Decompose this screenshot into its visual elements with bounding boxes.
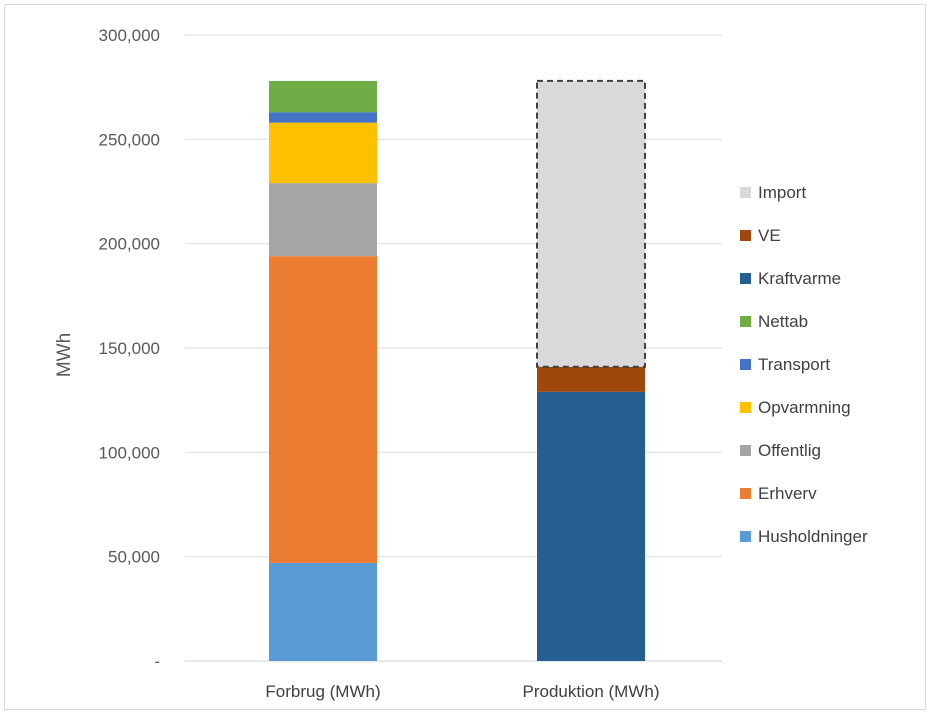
y-tick-label: 50,000 <box>108 548 160 567</box>
bar-segment-transport <box>269 112 377 123</box>
bar-segment-nettab <box>269 80 377 113</box>
y-tick-label: - <box>154 652 160 671</box>
legend-swatch <box>740 402 751 413</box>
legend-label: VE <box>758 226 781 245</box>
legend-label: Opvarmning <box>758 398 851 417</box>
y-tick-label: 100,000 <box>99 443 160 462</box>
legend-item: Transport <box>740 355 830 374</box>
legend-item: VE <box>740 226 781 245</box>
x-axis-categories: Forbrug (MWh) Produktion (MWh) <box>265 682 659 701</box>
chart-frame <box>4 4 926 710</box>
bar-segment-kraftvarme <box>537 391 645 661</box>
bar-segment-ve <box>537 366 645 392</box>
x-category-label: Produktion (MWh) <box>523 682 660 701</box>
legend-swatch <box>740 359 751 370</box>
bar-segment-husholdninger <box>269 562 377 661</box>
legend-swatch <box>740 316 751 327</box>
bar-segment-opvarmning <box>269 122 377 184</box>
legend: Import VE Kraftvarme Nettab Transport Opvarmn… <box>740 183 868 546</box>
bar-segment-offentlig <box>269 183 377 257</box>
legend-swatch <box>740 445 751 456</box>
legend-item: Erhverv <box>740 484 817 503</box>
y-tick-label: 200,000 <box>99 235 160 254</box>
y-axis-title: MWh <box>54 333 75 377</box>
legend-swatch <box>740 273 751 284</box>
bars <box>269 79 646 661</box>
y-tick-label: 150,000 <box>99 339 160 358</box>
bar-segment-import <box>536 79 646 368</box>
legend-item: Import <box>740 183 806 202</box>
legend-item: Kraftvarme <box>740 269 841 288</box>
y-axis-ticks: - 50,000 100,000 150,000 200,000 250,000 300,0… <box>99 26 160 671</box>
legend-label: Kraftvarme <box>758 269 841 288</box>
legend-item: Nettab <box>740 312 808 331</box>
legend-label: Erhverv <box>758 484 817 503</box>
bar-segment-erhverv <box>269 256 377 563</box>
legend-swatch <box>740 531 751 542</box>
x-category-label: Forbrug (MWh) <box>265 682 380 701</box>
legend-label: Nettab <box>758 312 808 331</box>
legend-label: Offentlig <box>758 441 821 460</box>
legend-item: Opvarmning <box>740 398 851 417</box>
y-tick-label: 250,000 <box>99 130 160 149</box>
legend-label: Transport <box>758 355 830 374</box>
legend-swatch <box>740 230 751 241</box>
y-tick-label: 300,000 <box>99 26 160 45</box>
legend-swatch <box>740 187 751 198</box>
legend-item: Husholdninger <box>740 527 868 546</box>
legend-item: Offentlig <box>740 441 821 460</box>
legend-swatch <box>740 488 751 499</box>
legend-label: Import <box>758 183 806 202</box>
legend-label: Husholdninger <box>758 527 868 546</box>
